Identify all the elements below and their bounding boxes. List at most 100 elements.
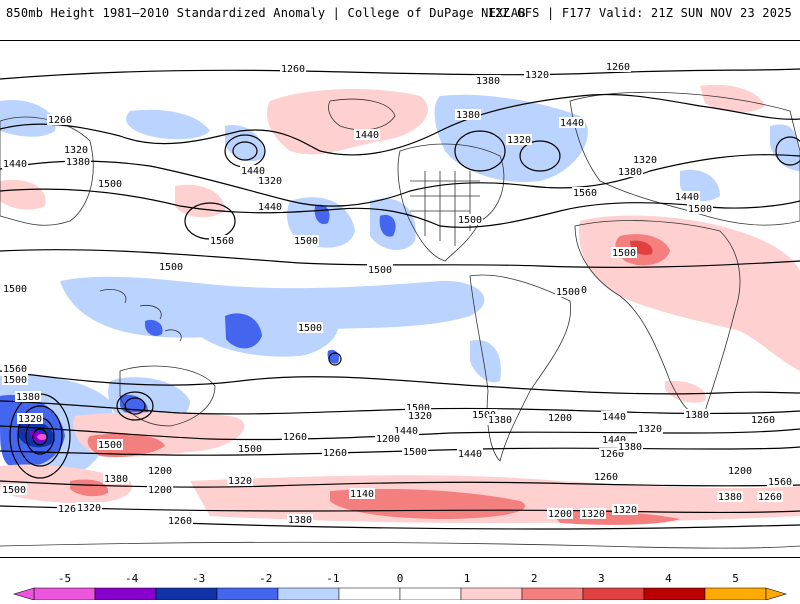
contour-label-bg	[717, 491, 743, 502]
contour-label-bg	[475, 75, 501, 86]
anomaly-core	[379, 214, 396, 237]
contour-label-bg	[687, 203, 713, 214]
south-america-coast	[469, 274, 572, 462]
contour-label: 1500	[688, 204, 712, 215]
contour-label-bg	[572, 187, 598, 198]
contour-label-bg	[559, 117, 585, 128]
colorbar-tick-label: -3	[192, 572, 205, 585]
contour-label-bg	[2, 374, 28, 385]
contour-label: 1500	[403, 447, 427, 458]
anomaly-peak	[37, 434, 47, 440]
contour-label-bg	[405, 402, 431, 413]
contour-label-bg	[617, 441, 643, 452]
contour-label-bg	[547, 508, 573, 519]
colorbar-segment	[643, 587, 706, 601]
contour-label: 1500	[159, 262, 183, 273]
colorbar-right-arrow	[765, 587, 788, 601]
contour-closed	[116, 391, 154, 421]
colorbar-segment	[94, 587, 157, 601]
contour-label-bg	[257, 201, 283, 212]
contour-closed	[32, 428, 48, 446]
contour-label: 1320	[64, 145, 88, 156]
colorbar-segment	[582, 587, 645, 601]
contour-label: 1320	[18, 414, 42, 425]
contour-label-bg	[612, 504, 638, 515]
contour-label: 1260	[606, 62, 630, 73]
contour-label-bg	[757, 491, 783, 502]
contour-label-bg	[617, 166, 643, 177]
colorbar-segment	[399, 587, 462, 601]
anomaly-blob	[225, 125, 265, 162]
contour-label: 1500	[238, 444, 262, 455]
contour-line	[0, 505, 800, 514]
contour-label: 1500	[98, 179, 122, 190]
contour-label-bg	[293, 235, 319, 246]
contour-label-bg	[402, 446, 428, 457]
contour-label: 1440	[560, 118, 584, 129]
contour-line	[0, 93, 800, 156]
greenland-coast	[328, 98, 396, 131]
contour-label: 1200	[376, 434, 400, 445]
contour-label: 1440	[3, 159, 27, 170]
colorbar: -5 -4 -3 -2 -1 0 1 2 3 4 5	[0, 568, 800, 601]
colorbar-left-arrow	[12, 587, 35, 601]
contour-label-bg	[506, 134, 532, 145]
contour-label: 1200	[548, 509, 572, 520]
contour-label-bg	[601, 411, 627, 422]
contour-label-bg	[611, 247, 637, 258]
anomaly-core	[330, 489, 526, 519]
contour-label: 1320	[507, 135, 531, 146]
contour-closed	[328, 352, 342, 366]
antarctica-coast	[0, 541, 800, 549]
contour-label-bg	[375, 433, 401, 444]
contour-label: 1260	[594, 472, 618, 483]
maritime-islands	[99, 288, 182, 342]
colorbar-segments	[33, 587, 767, 601]
contour-label-bg	[97, 439, 123, 450]
contour-label: 1320	[258, 176, 282, 187]
contour-closed	[775, 136, 800, 166]
contour-label: 1440	[241, 166, 265, 177]
contour-label: 1200	[148, 485, 172, 496]
contour-label: 1440	[602, 412, 626, 423]
colorbar-segment	[33, 587, 96, 601]
colorbar-tick-label: 3	[598, 572, 605, 585]
contour-label-bg	[580, 508, 606, 519]
contour-line	[0, 249, 800, 268]
contour-line	[0, 425, 800, 441]
contour-label-bg	[103, 473, 129, 484]
contour-label-bg	[158, 261, 184, 272]
colorbar-segment	[216, 587, 279, 601]
anomaly-blob	[665, 380, 706, 403]
colorbar-segment	[460, 587, 523, 601]
contour-label-bg	[601, 434, 627, 445]
contour-label: 1320	[613, 505, 637, 516]
run-info: 12Z GFS | F177 Valid: 21Z SUN NOV 23 202…	[487, 6, 792, 20]
contour-label-bg	[457, 214, 483, 225]
contour-label-bg	[750, 414, 776, 425]
contour-label-bg	[287, 514, 313, 525]
contour-label-bg	[487, 414, 513, 425]
contour-label: 1260	[600, 449, 624, 460]
header: 850mb Height 1981–2010 Standardized Anom…	[0, 0, 800, 40]
contour-label-bg	[15, 391, 41, 402]
map-title: 850mb Height 1981–2010 Standardized Anom…	[6, 6, 526, 20]
contour-label: 1200	[548, 413, 572, 424]
contour-label: 1200	[728, 466, 752, 477]
contour-label: 1380	[618, 167, 642, 178]
colorbar-segment	[704, 587, 767, 601]
contour-label-bg	[65, 156, 91, 167]
contour-label-bg	[457, 448, 483, 459]
colorbar-segment	[521, 587, 584, 601]
contour-label: 1380	[685, 410, 709, 421]
contour-label: 1500	[3, 284, 27, 295]
contour-label: 1500	[472, 410, 496, 421]
anomaly-core	[70, 479, 109, 497]
contour-line	[179, 522, 800, 530]
contour-label: 1200	[148, 466, 172, 477]
contour-label: 1260	[58, 504, 82, 515]
contour-label: 1320	[77, 503, 101, 514]
colorbar-tick-label: 4	[665, 572, 672, 585]
contour-label: 1500	[3, 375, 27, 386]
